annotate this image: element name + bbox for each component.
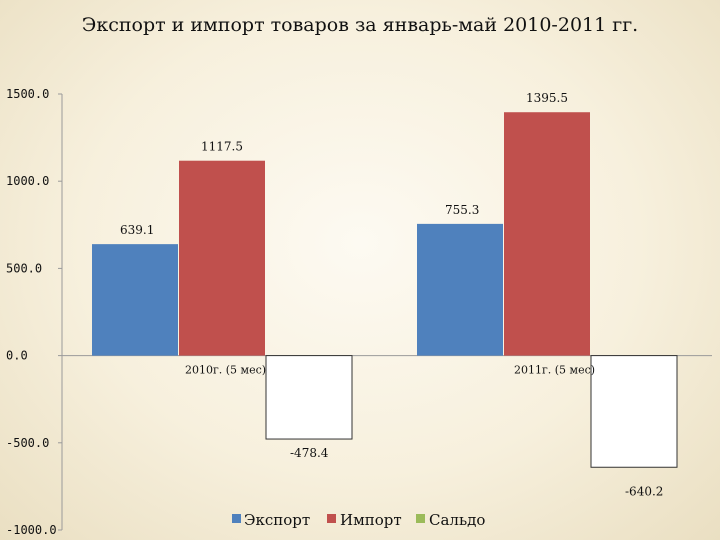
y-tick-label: -1000.0 [6, 523, 57, 537]
legend-label: Импорт [340, 511, 402, 529]
legend-label: Экспорт [244, 511, 310, 529]
y-tick-label: 1000.0 [6, 174, 49, 188]
y-tick-label: -500.0 [6, 436, 49, 450]
legend-swatch-импорт [327, 514, 336, 523]
data-label: 755.3 [445, 203, 479, 217]
data-label: 1117.5 [201, 140, 243, 154]
chart-title: Экспорт и импорт товаров за январь-май 2… [81, 14, 639, 36]
bar-сальдо-1 [265, 355, 353, 440]
bar-сальдо-2 [590, 355, 678, 468]
category-label: 2011г. (5 мес) [514, 364, 595, 377]
y-tick-label: 500.0 [6, 261, 42, 275]
bar-импорт-1 [179, 160, 265, 356]
data-label: -640.2 [625, 484, 663, 498]
legend-swatch-экспорт [232, 514, 241, 523]
data-label: -478.4 [290, 446, 329, 460]
bar-экспорт-2 [417, 223, 503, 356]
data-label: 639.1 [120, 223, 154, 237]
y-axis: 1500.0 1000.0 500.0 0.0 -500.0 -1000.0 [6, 87, 712, 537]
bars [92, 112, 678, 468]
data-label: 1395.5 [526, 91, 568, 105]
data-labels: 639.1 1117.5 -478.4 2010г. (5 мес) 755.3 1395… [120, 91, 663, 498]
y-tick-label: 1500.0 [6, 87, 49, 101]
bar-экспорт-1 [92, 244, 178, 356]
category-label: 2010г. (5 мес) [185, 364, 266, 377]
y-tick-label: 0.0 [6, 349, 28, 363]
legend-label: Сальдо [429, 511, 485, 529]
bar-импорт-2 [504, 112, 590, 356]
legend-swatch-сальдо [416, 514, 425, 523]
legend: Экспорт Импорт Сальдо [232, 511, 485, 529]
